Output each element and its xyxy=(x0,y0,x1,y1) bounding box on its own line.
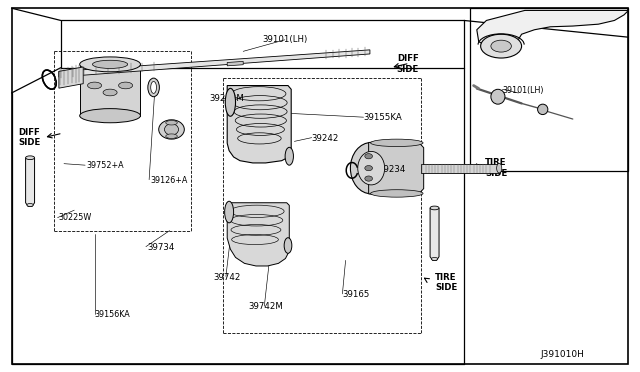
Ellipse shape xyxy=(365,166,372,171)
Bar xyxy=(470,8,628,171)
Ellipse shape xyxy=(92,60,127,68)
Text: 39734: 39734 xyxy=(147,243,175,252)
Text: 39242M: 39242M xyxy=(210,94,244,103)
Text: 39126+A: 39126+A xyxy=(150,176,188,185)
Text: DIFF
SIDE: DIFF SIDE xyxy=(18,128,40,147)
Ellipse shape xyxy=(430,206,439,210)
Polygon shape xyxy=(59,50,370,77)
Ellipse shape xyxy=(88,82,102,89)
Ellipse shape xyxy=(225,89,236,116)
Ellipse shape xyxy=(371,139,423,147)
Text: 39234: 39234 xyxy=(379,165,406,174)
Ellipse shape xyxy=(284,238,292,253)
Ellipse shape xyxy=(431,257,438,260)
Ellipse shape xyxy=(351,142,392,194)
Text: 39742M: 39742M xyxy=(248,302,283,311)
Text: 39242: 39242 xyxy=(312,134,339,143)
Text: 39742: 39742 xyxy=(214,273,241,282)
Ellipse shape xyxy=(371,190,423,197)
Text: TIRE
SIDE: TIRE SIDE xyxy=(485,158,508,178)
Ellipse shape xyxy=(159,120,184,139)
Ellipse shape xyxy=(225,201,234,223)
Polygon shape xyxy=(59,67,83,88)
Ellipse shape xyxy=(538,104,548,115)
Ellipse shape xyxy=(164,124,179,135)
Ellipse shape xyxy=(365,176,372,181)
Ellipse shape xyxy=(285,147,294,165)
Polygon shape xyxy=(477,10,628,48)
Ellipse shape xyxy=(79,109,141,123)
Circle shape xyxy=(481,34,522,58)
Text: 39165: 39165 xyxy=(342,290,370,299)
Polygon shape xyxy=(421,164,499,173)
Polygon shape xyxy=(430,208,439,260)
Ellipse shape xyxy=(118,82,132,89)
Polygon shape xyxy=(80,64,140,116)
Text: 39752+A: 39752+A xyxy=(86,161,124,170)
Polygon shape xyxy=(227,86,291,163)
Ellipse shape xyxy=(358,151,385,185)
Ellipse shape xyxy=(166,121,177,125)
Ellipse shape xyxy=(79,57,141,72)
Text: 39156KA: 39156KA xyxy=(95,310,131,319)
Ellipse shape xyxy=(491,89,505,104)
Polygon shape xyxy=(369,140,424,196)
Polygon shape xyxy=(26,158,35,206)
Text: DIFF
SIDE: DIFF SIDE xyxy=(397,54,419,74)
Ellipse shape xyxy=(497,163,502,173)
Text: 39101(LH): 39101(LH) xyxy=(262,35,307,44)
Ellipse shape xyxy=(27,203,33,206)
Ellipse shape xyxy=(103,89,117,96)
Text: J391010H: J391010H xyxy=(540,350,584,359)
Text: 39101(LH): 39101(LH) xyxy=(502,86,544,94)
Polygon shape xyxy=(227,61,243,66)
Ellipse shape xyxy=(148,78,159,97)
Circle shape xyxy=(491,40,511,52)
Ellipse shape xyxy=(166,134,177,138)
Text: 39155KA: 39155KA xyxy=(364,113,403,122)
Text: 30225W: 30225W xyxy=(59,213,92,222)
Ellipse shape xyxy=(151,81,156,93)
Text: TIRE
SIDE: TIRE SIDE xyxy=(435,273,458,292)
Polygon shape xyxy=(227,203,289,266)
Ellipse shape xyxy=(365,154,372,159)
Ellipse shape xyxy=(26,156,35,160)
